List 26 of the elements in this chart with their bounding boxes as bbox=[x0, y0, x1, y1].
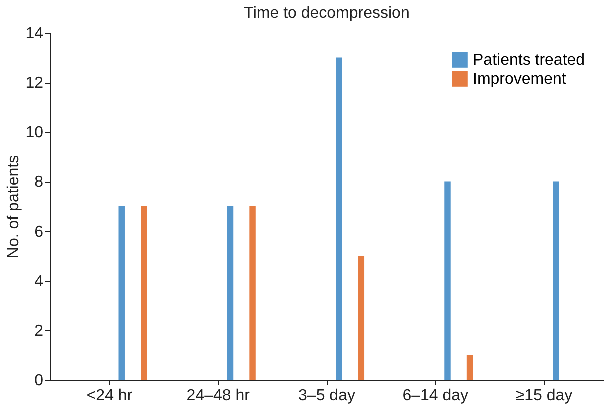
y-tick-label: 0 bbox=[34, 372, 44, 390]
bar bbox=[250, 206, 256, 380]
chart-title: Time to decompression bbox=[244, 5, 410, 22]
x-tick-label: ≥15 day bbox=[516, 388, 573, 404]
y-tick-label: 14 bbox=[26, 26, 44, 42]
y-tick-label: 12 bbox=[26, 75, 44, 92]
y-tick-label: 8 bbox=[34, 174, 44, 192]
bar bbox=[358, 256, 365, 380]
bar bbox=[444, 182, 451, 380]
y-axis-title: No. of patients bbox=[6, 155, 23, 259]
bar bbox=[336, 58, 342, 380]
legend-label: Improvement bbox=[473, 71, 567, 88]
bar bbox=[118, 206, 125, 380]
x-tick-label: 24–48 hr bbox=[186, 388, 251, 404]
bar bbox=[553, 182, 560, 380]
bar bbox=[141, 206, 148, 380]
y-tick-label: 4 bbox=[34, 273, 44, 290]
legend-label: Patients treated bbox=[473, 52, 586, 69]
x-tick-label: 6–14 day bbox=[402, 388, 469, 404]
y-tick-label: 2 bbox=[34, 322, 44, 340]
y-tick-label: 10 bbox=[26, 124, 44, 142]
y-tick-label: 6 bbox=[34, 224, 44, 241]
x-tick-label: 3–5 day bbox=[298, 388, 356, 404]
bar bbox=[466, 355, 474, 380]
x-tick-label: <24 hr bbox=[86, 388, 134, 404]
bar bbox=[227, 206, 234, 380]
